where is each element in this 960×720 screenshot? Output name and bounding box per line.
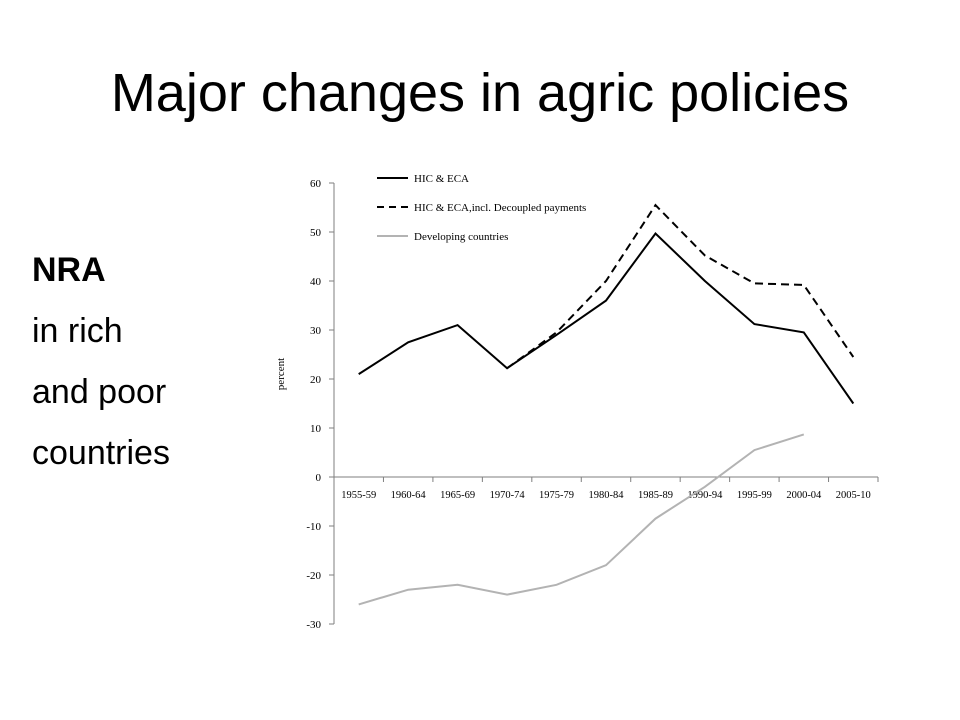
x-tick-label: 1970-74	[490, 490, 526, 501]
side-text-line-poor: and poor	[32, 373, 167, 411]
x-tick-label: 1975-79	[539, 490, 574, 501]
y-tick-label: 50	[310, 227, 322, 239]
side-text: NRA in rich and poor countries	[32, 240, 170, 484]
y-axis-label: percent	[275, 358, 287, 390]
y-tick-label: 40	[310, 276, 322, 288]
y-tick-label: 60	[310, 178, 322, 190]
y-tick-label: -10	[306, 521, 321, 533]
y-tick-label: -20	[306, 570, 321, 582]
x-tick-label: 1965-69	[440, 490, 475, 501]
y-tick-label: 10	[310, 423, 322, 435]
side-text-line-countries: countries	[32, 434, 170, 472]
x-tick-label: 2005-10	[836, 490, 871, 501]
series-line-1	[506, 203, 855, 370]
x-tick-label: 1985-89	[638, 490, 673, 501]
slide-title: Major changes in agric policies	[110, 63, 850, 123]
series-line-2	[358, 433, 805, 606]
x-tick-label: 1990-94	[687, 490, 723, 501]
chart-legend: HIC & ECA HIC & ECA,incl. Decoupled payme…	[377, 173, 586, 243]
legend-label: HIC & ECA,incl. Decoupled payments	[414, 202, 586, 214]
x-tick-label: 1995-99	[737, 490, 772, 501]
chart-axes: -30 -20 -10 0 10 20 30 40 50 60 1955-59 1960-64 1965…	[306, 178, 879, 631]
y-tick-label: 0	[316, 472, 322, 484]
y-tick-label: 20	[310, 374, 322, 386]
chart-series	[358, 203, 855, 606]
series-line-0	[358, 231, 855, 405]
side-text-line-nra: NRA	[32, 251, 106, 289]
y-tick-label: -30	[306, 619, 321, 631]
legend-label: Developing countries	[414, 231, 508, 243]
y-tick-label: 30	[310, 325, 322, 337]
x-tick-label: 1960-64	[391, 490, 427, 501]
side-text-line-rich: in rich	[32, 312, 123, 350]
x-tick-label: 1980-84	[589, 490, 625, 501]
legend-label: HIC & ECA	[414, 173, 469, 185]
x-tick-label: 2000-04	[786, 490, 822, 501]
x-tick-label: 1955-59	[341, 490, 376, 501]
